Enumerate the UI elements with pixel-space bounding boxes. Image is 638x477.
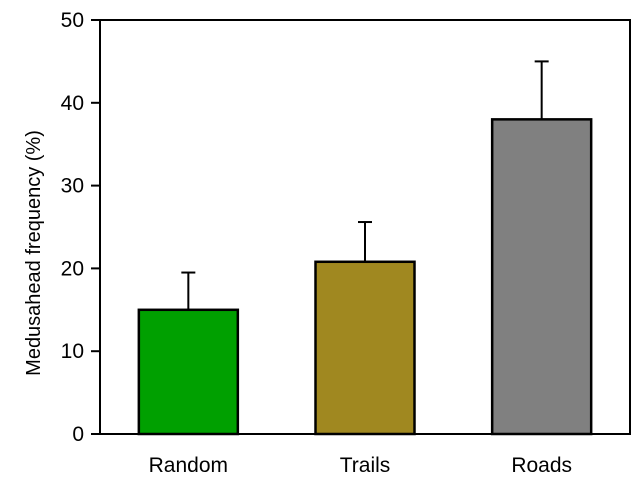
- y-tick-label: 30: [61, 175, 84, 198]
- y-axis-label: Medusahead frequency (%): [23, 130, 45, 376]
- x-tick-label: Random: [149, 454, 228, 477]
- y-tick-label: 0: [72, 423, 84, 446]
- y-tick-label: 20: [61, 257, 84, 280]
- bar-trails: [314, 260, 416, 436]
- plot-area: 0 10 20 30 40 50 Random Trails Roads: [61, 9, 631, 477]
- y-tick-label: 40: [61, 92, 84, 115]
- y-tick-label: 10: [61, 340, 84, 363]
- bar-roads: [490, 118, 593, 436]
- bar-random: [137, 308, 240, 436]
- x-tick-label: Trails: [340, 454, 391, 477]
- y-tick-label: 50: [61, 9, 84, 32]
- x-tick-label: Roads: [511, 454, 572, 477]
